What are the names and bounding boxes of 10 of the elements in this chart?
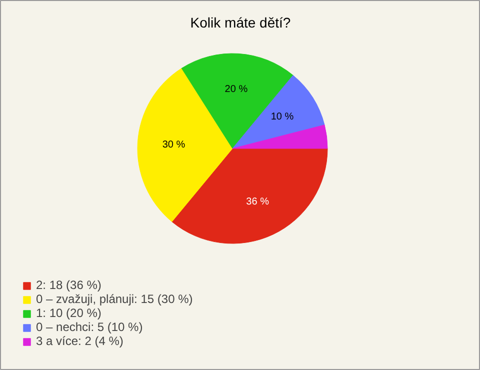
legend-label: 0 – nechci: 5 (10 %) [36, 320, 143, 334]
data-label: 20 % [224, 84, 248, 96]
data-label: 30 % [162, 139, 186, 150]
legend-label: 1: 10 (20 %) [36, 306, 102, 320]
chart-title: Kolik máte dětí? [190, 14, 291, 30]
legend-label: 3 a více: 2 (4 %) [36, 334, 124, 348]
data-label: 10 % [270, 111, 294, 122]
legend-label: 0 – zvažuji, plánuji: 15 (30 %) [36, 292, 193, 306]
legend-label: 2: 18 (36 %) [36, 278, 102, 292]
data-label: 36 % [246, 196, 270, 208]
